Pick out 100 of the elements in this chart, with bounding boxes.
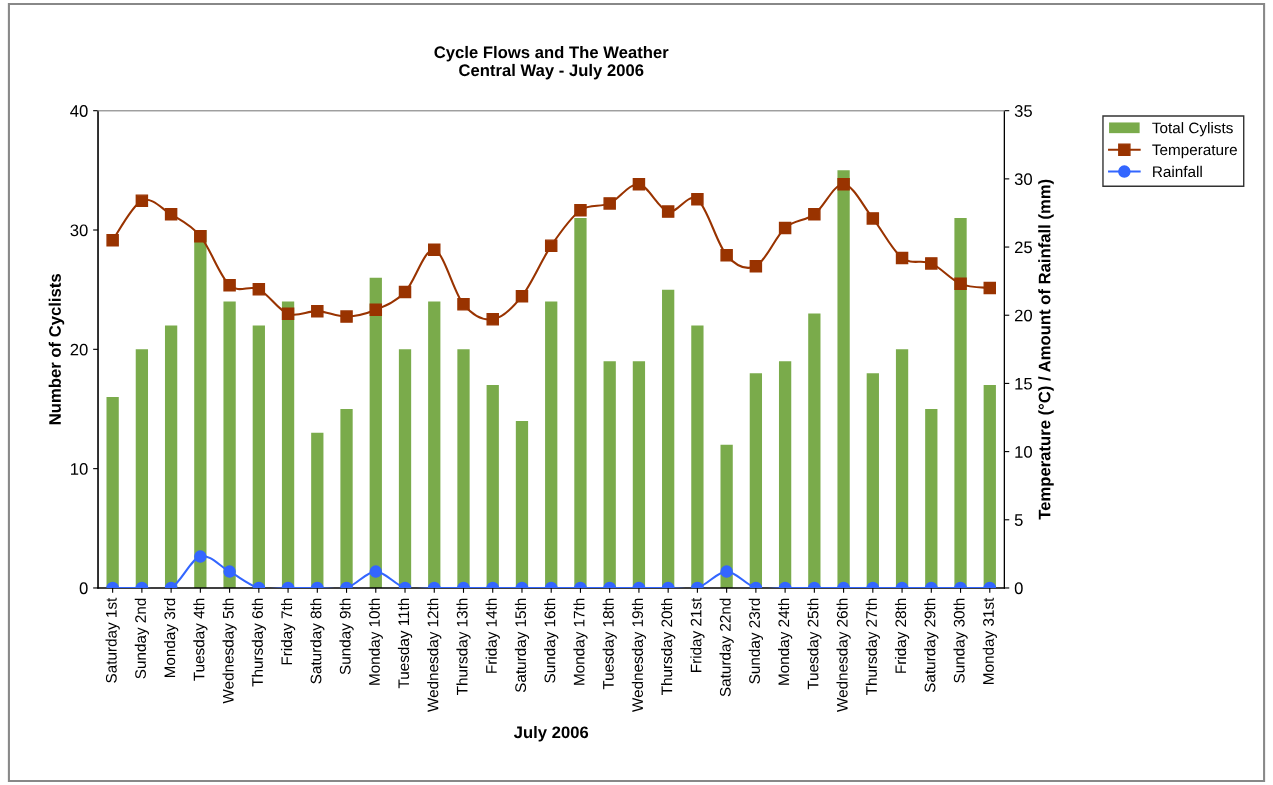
x-tick-label: Sunday 2nd <box>134 598 149 679</box>
bar <box>515 420 529 588</box>
bar <box>574 218 587 588</box>
point <box>281 307 295 321</box>
point <box>603 197 616 210</box>
point <box>398 285 412 299</box>
bar <box>662 289 675 588</box>
point <box>457 298 470 311</box>
bar <box>281 301 295 588</box>
point <box>194 229 207 243</box>
point <box>983 281 997 295</box>
x-tick-label: Saturday 22nd <box>719 598 734 697</box>
x-tick-label: Tuesday 11th <box>397 598 413 689</box>
chart-title: Cycle Flows and The Weather Central Way - July 2006 <box>434 45 669 80</box>
x-tick-label: Thursday 20th <box>661 598 676 695</box>
x-tick-label: Friday 14th <box>485 598 500 673</box>
point <box>720 248 733 262</box>
x-tick-label: Saturday 1st <box>105 597 120 683</box>
point <box>252 283 266 296</box>
y-tick-label: 0 <box>79 582 88 595</box>
point <box>691 193 704 206</box>
point <box>925 257 938 270</box>
bar <box>778 361 792 588</box>
x-tick-label: Monday 10th <box>368 598 383 685</box>
bar <box>837 170 850 588</box>
y2-tick-label: 25 <box>1014 241 1032 254</box>
x-tick-label: Friday 7th <box>280 598 296 665</box>
x-tick-label: Wednesday 5th <box>222 598 237 704</box>
point <box>340 310 353 323</box>
x-tick-label: Monday 3rd <box>163 598 179 678</box>
point <box>837 178 850 191</box>
x-tick-label: Wednesday 19th <box>631 598 647 712</box>
point <box>515 289 529 303</box>
x-tick-label: Monday 24th <box>777 598 793 685</box>
point <box>954 277 967 291</box>
point <box>486 313 499 326</box>
point <box>544 239 558 252</box>
point <box>369 303 383 317</box>
bar <box>603 361 616 588</box>
x-tick-label: Thursday 27th <box>865 598 880 695</box>
point <box>808 208 821 221</box>
bar <box>369 277 382 588</box>
y2-tick-label: 0 <box>1014 582 1023 595</box>
bar <box>311 432 324 588</box>
point <box>661 205 675 218</box>
bar <box>925 408 938 588</box>
x-tick-label: Sunday 23rd <box>748 598 763 684</box>
legend-label: Total Cylists <box>1152 122 1233 137</box>
x-tick-label: Wednesday 26th <box>836 598 851 712</box>
x-tick-label: Saturday 29th <box>924 598 939 693</box>
bar <box>457 349 470 588</box>
bar <box>983 385 996 588</box>
point <box>866 212 880 225</box>
bar <box>545 301 558 588</box>
bar <box>632 361 646 588</box>
y-tick-label: 30 <box>70 224 88 237</box>
bar <box>954 218 967 588</box>
bar <box>486 385 499 588</box>
x-tick-label: Friday 28th <box>894 598 910 673</box>
bar <box>340 408 353 588</box>
bar <box>135 349 149 588</box>
y2-tick-label: 30 <box>1014 173 1033 186</box>
bar <box>252 325 265 588</box>
point <box>574 203 587 217</box>
y-tick-label: 40 <box>70 105 88 117</box>
x-tick-label: Saturday 15th <box>514 598 530 693</box>
x-axis-title: July 2006 <box>513 725 589 742</box>
y-axis-title: Number of Cyclists <box>48 274 65 425</box>
x-tick-label: Saturday 8th <box>310 598 325 684</box>
x-tick-label: Tuesday 4th <box>193 598 208 681</box>
y2-axis-title: Temperature (°C) / Amount of Rainfall (mm) <box>1038 179 1054 520</box>
bar <box>106 397 119 588</box>
x-tick-label: Sunday 9th <box>339 598 354 675</box>
bar <box>895 349 909 588</box>
x-tick-label: Thursday 6th <box>251 598 266 687</box>
y-tick-label: 10 <box>71 463 88 475</box>
bar <box>749 373 763 588</box>
bar <box>428 301 441 588</box>
point <box>749 259 763 273</box>
x-tick-label: Sunday 16th <box>544 598 559 683</box>
y2-tick-label: 20 <box>1014 309 1033 322</box>
bar <box>691 325 704 588</box>
point <box>428 243 441 257</box>
x-tick-label: Monday 31st <box>982 597 997 684</box>
y2-tick-label: 35 <box>1014 105 1032 117</box>
legend-label: Rainfall <box>1153 165 1202 178</box>
y2-tick-label: 15 <box>1015 377 1032 390</box>
bar <box>164 325 178 588</box>
x-tick-label: Thursday 13th <box>456 598 471 695</box>
legend-label: Temperature <box>1152 144 1237 159</box>
point <box>311 304 324 318</box>
y2-tick-label: 10 <box>1015 446 1033 458</box>
x-tick-label: Tuesday 25th <box>807 598 822 690</box>
point <box>164 208 178 221</box>
bar <box>223 301 236 588</box>
point <box>223 278 236 292</box>
point <box>106 233 119 247</box>
x-tick-label: Tuesday 18th <box>602 598 617 690</box>
bar <box>866 373 879 588</box>
point <box>135 194 149 207</box>
